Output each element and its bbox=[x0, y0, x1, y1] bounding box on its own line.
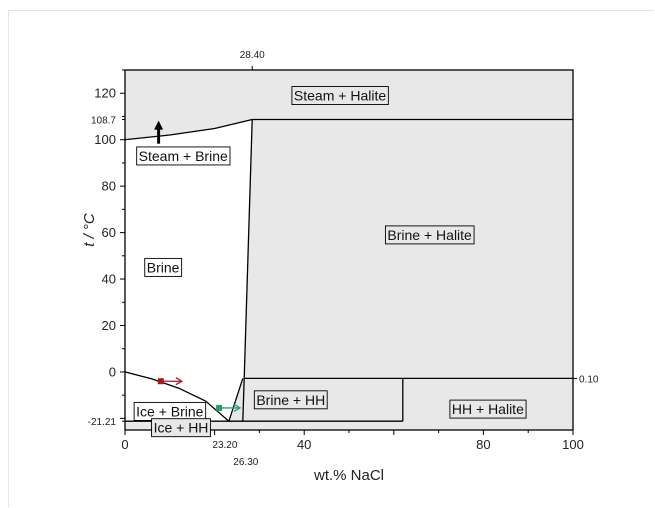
region-label-box bbox=[449, 399, 527, 419]
region-label: HH + Halite bbox=[449, 399, 527, 419]
special-label: 0.10 bbox=[579, 374, 599, 385]
region-label-box bbox=[253, 390, 328, 410]
region-labels: Steam + Halite Steam + Brine Brine Brine + … bbox=[133, 86, 527, 438]
region-label-box bbox=[144, 257, 183, 277]
region-label-text: Brine + HH bbox=[256, 392, 325, 408]
region-brine-halite bbox=[244, 119, 573, 379]
marker-point bbox=[216, 404, 223, 411]
region-label: Steam + Brine bbox=[136, 146, 231, 166]
x-tick-label: 40 bbox=[297, 437, 311, 452]
region-label-box bbox=[384, 225, 475, 245]
region-label: Ice + HH bbox=[151, 418, 211, 438]
region-label-text: Brine + Halite bbox=[387, 227, 472, 243]
y-axis-title: t / °C bbox=[81, 213, 98, 247]
boundary-ice-curve bbox=[124, 371, 230, 422]
x-tick-label: 100 bbox=[562, 437, 584, 452]
region-label-text: HH + Halite bbox=[452, 401, 524, 417]
right-arrow-head bbox=[233, 403, 242, 412]
region-label: Ice + Brine bbox=[133, 401, 207, 421]
y-tick-label: 120 bbox=[94, 86, 116, 101]
special-label: -21.21 bbox=[88, 417, 117, 428]
y-tick-label: 60 bbox=[102, 225, 116, 240]
x-tick-label: 0 bbox=[121, 437, 128, 452]
up-arrow-head bbox=[154, 120, 164, 130]
region-label-box bbox=[136, 146, 231, 166]
y-tick-label: 20 bbox=[102, 318, 116, 333]
region-label: Brine + HH bbox=[253, 390, 328, 410]
region-label-text: Ice + HH bbox=[154, 420, 209, 436]
markers bbox=[154, 120, 242, 412]
axis-ticks bbox=[120, 69, 574, 435]
marker-point bbox=[157, 378, 164, 385]
x-axis-title: wt.% NaCl bbox=[313, 467, 384, 484]
y-tick-label: 100 bbox=[94, 132, 116, 147]
region-label-box bbox=[291, 86, 389, 105]
region-steam-brine-cap bbox=[125, 119, 253, 140]
boundary-hh-curve bbox=[228, 378, 244, 422]
region-label-text: Steam + Halite bbox=[294, 88, 386, 104]
tick-labels: 0 40 80 100 0 20 40 60 80 100 120 bbox=[94, 86, 584, 452]
right-arrow-head bbox=[175, 377, 184, 386]
region-label: Steam + Halite bbox=[291, 86, 389, 105]
special-labels: 108.7 -21.21 28.40 23.20 26.30 0.10 bbox=[88, 50, 599, 468]
y-tick-label: 80 bbox=[102, 179, 116, 194]
region-label: Brine bbox=[144, 257, 183, 277]
phase-boundaries bbox=[124, 118, 573, 422]
x-tick-label: 80 bbox=[476, 437, 490, 452]
shaded-regions bbox=[125, 70, 573, 430]
y-tick-label: 40 bbox=[102, 272, 116, 287]
region-label-text: Ice + Brine bbox=[136, 403, 204, 419]
special-label: 23.20 bbox=[212, 440, 237, 451]
chart-frame bbox=[8, 10, 654, 507]
region-label-box bbox=[151, 418, 211, 438]
boundary-boiling-curve bbox=[124, 118, 253, 141]
y-tick-label: 0 bbox=[109, 364, 116, 379]
region-label-text: Steam + Brine bbox=[139, 148, 228, 164]
region-label-text: Brine bbox=[147, 259, 180, 275]
region-label: Brine + Halite bbox=[384, 225, 475, 245]
special-label: 26.30 bbox=[233, 457, 258, 468]
special-label: 28.40 bbox=[240, 50, 265, 61]
special-label: 108.7 bbox=[91, 115, 116, 126]
